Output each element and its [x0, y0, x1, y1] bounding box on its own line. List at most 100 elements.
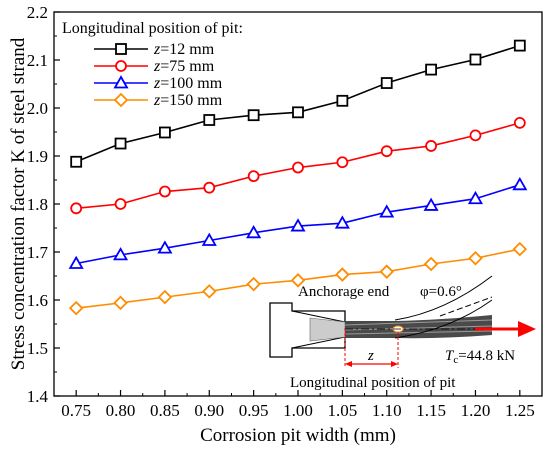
diamond-marker: [335, 267, 350, 282]
square-marker: [513, 39, 526, 52]
legend-entry: z=75 mm: [94, 58, 215, 75]
circle-marker: [115, 60, 127, 72]
legend-label: z=100 mm: [153, 75, 223, 92]
y-tick-label: 1.4: [27, 387, 49, 406]
wedge: [309, 317, 346, 342]
circle-marker: [203, 181, 216, 194]
triangle-marker: [512, 176, 528, 191]
tension-arrow-head: [518, 321, 536, 337]
triangle-marker: [201, 232, 217, 246]
circle-marker: [380, 145, 393, 158]
y-tick-label: 2.0: [27, 99, 48, 118]
square-marker: [292, 106, 304, 119]
square-marker: [70, 155, 83, 168]
circle-marker: [70, 202, 83, 215]
square-marker: [203, 114, 216, 126]
triangle-marker: [112, 247, 129, 261]
square-marker: [380, 77, 393, 89]
x-tick-label: 1.15: [416, 401, 446, 420]
inset-diagram: z Anchorage end φ=0.6° Tc=44.8 kN Longit…: [269, 275, 536, 391]
diamond-marker: [201, 284, 217, 299]
series-group: [68, 241, 528, 316]
x-tick-label: 0.95: [239, 401, 269, 420]
circle-marker: [425, 140, 437, 152]
circle-marker: [469, 129, 482, 142]
triangle-marker: [334, 215, 350, 229]
square-marker: [159, 126, 171, 139]
legend-label: z=150 mm: [153, 92, 223, 109]
triangle-marker: [246, 224, 262, 239]
x-tick-label: 1.25: [505, 401, 535, 420]
z-arrow-head-right: [391, 361, 398, 367]
series-group: [70, 39, 526, 168]
x-tick-label: 1.05: [327, 401, 357, 420]
diamond-marker: [290, 273, 306, 288]
angle-label: φ=0.6°: [420, 284, 462, 300]
square-marker: [115, 43, 127, 55]
x-tick-label: 0.75: [61, 401, 91, 420]
axis-ticks: 0.75 0.80 0.85 0.90 0.95 1.00 1.05 1.10 1.15 1.20…: [27, 3, 535, 420]
triangle-marker: [157, 240, 173, 254]
square-marker: [469, 53, 482, 66]
series-layer: [68, 39, 528, 316]
diamond-marker: [468, 250, 483, 266]
pit-position-label: Longitudinal position of pit: [290, 375, 456, 391]
x-tick-label: 0.85: [150, 401, 180, 420]
circle-marker: [247, 170, 260, 183]
circle-marker: [513, 116, 526, 129]
legend-entry: z=12 mm: [94, 41, 215, 58]
anchorage-end-label: Anchorage end: [298, 284, 390, 300]
z-dimension-label: z: [367, 348, 374, 364]
strand-wire-line: [344, 319, 493, 326]
y-axis-title: Stress concentration factor K of steel s…: [8, 37, 29, 370]
series-group: [70, 116, 526, 215]
square-marker: [247, 109, 260, 122]
triangle-marker: [379, 204, 395, 218]
strand-wire-line: [344, 325, 493, 331]
y-tick-label: 2.1: [27, 51, 48, 70]
legend-label: z=75 mm: [153, 58, 215, 75]
legend-entry: z=100 mm: [94, 75, 223, 92]
x-tick-label: 1.20: [461, 401, 491, 420]
legend-entry: z=150 mm: [94, 92, 223, 109]
y-tick-label: 1.5: [27, 339, 48, 358]
circle-marker: [114, 198, 127, 210]
y-tick-label: 1.8: [27, 195, 48, 214]
tension-label: Tc=44.8 kN: [445, 348, 515, 366]
x-tick-label: 1.10: [372, 401, 402, 420]
z-arrow-head-left: [345, 361, 352, 367]
x-tick-label: 0.80: [106, 401, 136, 420]
y-tick-label: 1.6: [27, 291, 48, 310]
y-tick-label: 2.2: [27, 3, 48, 22]
legend-title: Longitudinal position of pit:: [62, 20, 243, 37]
square-marker: [336, 94, 349, 107]
legend-label: z=12 mm: [153, 41, 215, 58]
x-tick-label: 1.00: [283, 401, 313, 420]
diamond-marker: [157, 289, 173, 305]
y-tick-label: 1.9: [27, 147, 48, 166]
series-group: [68, 176, 528, 269]
deflection-guide-line: [439, 296, 493, 317]
strand-bend-curve: [394, 275, 493, 321]
anchor-taper-line: [291, 310, 346, 323]
diamond-marker: [68, 300, 84, 316]
strand-bend-curve: [394, 299, 493, 339]
triangle-marker: [467, 190, 484, 205]
triangle-marker: [423, 197, 439, 211]
circle-marker: [159, 185, 171, 198]
x-tick-label: 0.90: [194, 401, 224, 420]
x-axis-title: Corrosion pit width (mm): [200, 425, 396, 446]
triangle-marker: [68, 255, 84, 269]
triangle-marker: [113, 75, 129, 89]
legend: Longitudinal position of pit: z=12 mmz=7…: [62, 20, 243, 109]
anchor-taper-line: [291, 336, 346, 349]
circle-marker: [292, 161, 304, 174]
square-marker: [425, 63, 437, 76]
y-tick-label: 1.7: [27, 243, 49, 262]
circle-marker: [336, 156, 349, 169]
diamond-marker: [423, 256, 439, 272]
square-marker: [114, 137, 127, 150]
diamond-marker: [512, 241, 528, 257]
diamond-marker: [113, 295, 128, 311]
